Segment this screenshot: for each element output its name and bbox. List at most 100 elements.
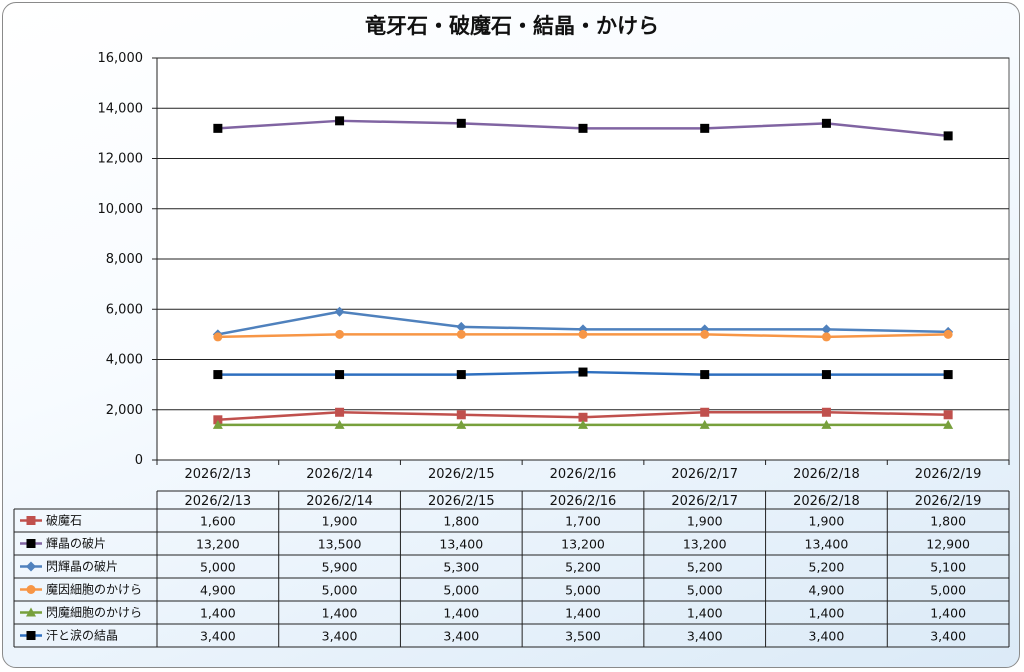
data-point: [700, 123, 710, 133]
data-point: [456, 370, 466, 380]
y-tick-label: 16,000: [98, 51, 144, 66]
table-cell: 1,400: [687, 606, 723, 621]
y-tick-label: 2,000: [106, 403, 143, 418]
x-tick-label: 2026/2/19: [915, 467, 982, 482]
legend-key-marker: [26, 631, 36, 640]
table-cell: 3,500: [565, 629, 601, 644]
legend-label: 閃輝晶の破片: [46, 559, 118, 574]
data-point: [821, 407, 831, 417]
table-header-cell: 2026/2/15: [428, 494, 495, 509]
table-cell: 5,200: [687, 560, 723, 575]
y-tick-label: 6,000: [106, 302, 143, 317]
table-cell: 1,900: [322, 514, 358, 529]
table-cell: 3,400: [687, 629, 723, 644]
data-point: [700, 370, 710, 380]
chart-title: 竜牙石・破魔石・結晶・かけら: [365, 14, 659, 38]
table-header-cell: 2026/2/18: [793, 494, 860, 509]
legend-label: 汗と涙の結晶: [46, 628, 118, 643]
legend-label: 輝晶の破片: [46, 536, 106, 551]
data-table: [13, 490, 1010, 648]
legend-label: 破魔石: [46, 513, 82, 528]
table-cell: 1,400: [322, 606, 358, 621]
data-point: [335, 370, 345, 380]
data-point: [335, 407, 345, 417]
table-cell: 1,700: [565, 514, 601, 529]
table-cell: 1,400: [565, 606, 601, 621]
table-cell: 13,200: [683, 537, 727, 552]
data-point: [943, 370, 953, 380]
data-point: [456, 118, 466, 128]
data-point: [821, 419, 832, 429]
legend-key-marker: [26, 516, 36, 525]
data-point: [334, 419, 345, 429]
data-point: [943, 131, 953, 141]
data-point: [821, 324, 832, 335]
table-header-cell: 2026/2/17: [671, 494, 738, 509]
table-cell: 3,400: [809, 629, 845, 644]
table-cell: 5,200: [809, 560, 845, 575]
table-cell: 1,400: [443, 606, 479, 621]
y-tick-label: 0: [135, 453, 143, 468]
y-tick-label: 10,000: [98, 202, 144, 217]
data-point: [821, 118, 831, 128]
table-cell: 3,400: [930, 629, 966, 644]
legend-label: 閃魔細胞のかけら: [46, 605, 142, 620]
table-cell: 12,900: [926, 537, 970, 552]
table-cell: 1,400: [809, 606, 845, 621]
legend-key-marker: [26, 585, 36, 594]
data-point: [578, 419, 588, 429]
table-cell: 5,000: [322, 583, 358, 598]
y-tick-label: 12,000: [98, 152, 144, 167]
table-cell: 1,400: [200, 606, 236, 621]
table-cell: 13,500: [318, 537, 362, 552]
table-cell: 13,400: [439, 537, 483, 552]
table-cell: 5,100: [930, 560, 966, 575]
data-point: [578, 123, 588, 133]
data-point: [700, 407, 710, 417]
data-point: [334, 306, 345, 317]
y-tick-label: 14,000: [98, 101, 144, 116]
table-header-cell: 2026/2/16: [550, 494, 617, 509]
table-header-cell: 2026/2/14: [306, 494, 373, 509]
legend-key-marker: [26, 539, 36, 548]
table-cell: 5,000: [565, 583, 601, 598]
data-point: [821, 332, 831, 342]
table-cell: 1,800: [930, 514, 966, 529]
table-cell: 5,300: [443, 560, 479, 575]
data-point: [821, 370, 831, 380]
data-point: [213, 415, 223, 425]
table-cell: 1,900: [687, 514, 723, 529]
data-point: [699, 419, 710, 429]
legend-label: 魔因細胞のかけら: [46, 582, 142, 597]
table-cell: 13,400: [805, 537, 849, 552]
table-cell: 1,800: [443, 514, 479, 529]
data-point: [335, 116, 345, 126]
table-cell: 5,900: [322, 560, 358, 575]
y-tick-label: 4,000: [106, 353, 143, 368]
data-point: [943, 410, 953, 420]
x-tick-label: 2026/2/16: [550, 467, 617, 482]
data-point: [943, 329, 953, 339]
table-cell: 4,900: [200, 583, 236, 598]
data-point: [212, 419, 223, 429]
table-cell: 5,200: [565, 560, 601, 575]
table-cell: 5,000: [687, 583, 723, 598]
table-cell: 1,400: [930, 606, 966, 621]
x-tick-label: 2026/2/14: [306, 467, 373, 482]
data-point: [456, 321, 467, 332]
data-point: [213, 332, 223, 342]
table-cell: 1,600: [200, 514, 236, 529]
data-point: [335, 329, 345, 339]
table-cell: 3,400: [322, 629, 358, 644]
table-cell: 3,400: [200, 629, 236, 644]
table-cell: 13,200: [561, 537, 605, 552]
legend-key-marker: [26, 607, 36, 617]
data-point: [456, 410, 466, 420]
table-cell: 5,000: [443, 583, 479, 598]
data-point: [943, 419, 954, 429]
data-point: [578, 412, 588, 422]
table-cell: 5,000: [930, 583, 966, 598]
data-point: [213, 123, 223, 133]
x-tick-label: 2026/2/13: [185, 467, 252, 482]
